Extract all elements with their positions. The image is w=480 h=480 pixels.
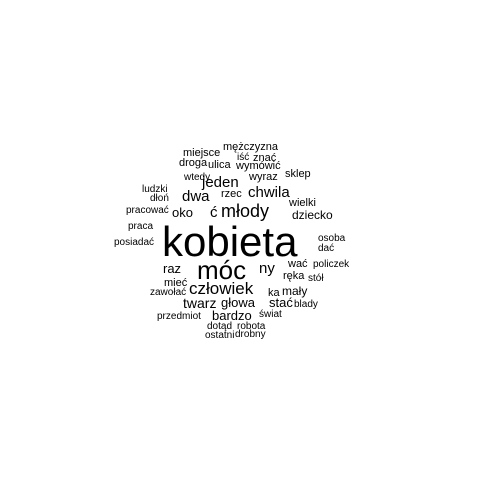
word-miejsce: miejsce [183,147,221,159]
word-raz: raz [163,261,182,276]
word-mezczyzna: mężczyzna [223,141,279,153]
word-zawolac: zawołać [150,287,187,298]
word-dotad: dotąd [207,321,233,332]
word-wielki: wielki [289,197,316,209]
word-policzek: policzek [313,259,350,270]
word-robota: robota [237,321,266,332]
word-c: ć [210,204,218,221]
word-dziecko: dziecko [292,208,333,222]
word-twarz: twarz [183,295,217,311]
word-wyraz: wyraz [249,171,278,183]
word-bardzo: bardzo [212,308,252,323]
word-dlon: dłoń [150,193,169,204]
word-ostatni: ostatni [205,330,235,341]
word-przedmiot: przedmiot [157,311,201,322]
word-osoba: osoba [318,233,346,244]
word-znac: znać [253,152,277,164]
word-mlody: młody [221,201,270,221]
word-dwa: dwa [182,188,210,205]
word-ny: ny [259,260,275,277]
word-oko: oko [172,205,193,220]
word-czlowiek: człowiek [189,279,254,298]
word-praca: praca [128,221,154,232]
word-sklep: sklep [285,168,311,180]
word-posiadac: posiadać [114,237,155,248]
word-isc: iść [237,152,250,163]
word-ludzki: ludzki [142,184,168,195]
word-moc: móc [197,255,247,285]
word-wymowic: wymówić [236,160,281,172]
word-glowa: głowa [221,295,255,310]
word-stol: stół [308,273,324,284]
word-reka: ręka [283,270,305,282]
word-swiat: świat [259,309,282,320]
word-blady: blady [294,299,318,310]
word-dac: dać [318,243,335,254]
word-jeden: jeden [202,174,239,191]
word-kobieta: kobieta [162,218,298,265]
word-stac: stać [269,295,293,310]
word-drobny: drobny [235,329,266,340]
word-miec: mieć [164,277,188,289]
word-ka: ka [268,287,280,299]
word-rzec: rzec [221,188,242,200]
word-pracowac: pracować [126,205,169,216]
word-maly: mały [282,284,308,298]
word-chwila: chwila [248,184,290,201]
word-droga: droga [179,157,208,169]
word-ulica: ulica [208,159,231,171]
word-wtedy: wtedy [184,172,211,183]
word-wac: wać [288,258,308,270]
